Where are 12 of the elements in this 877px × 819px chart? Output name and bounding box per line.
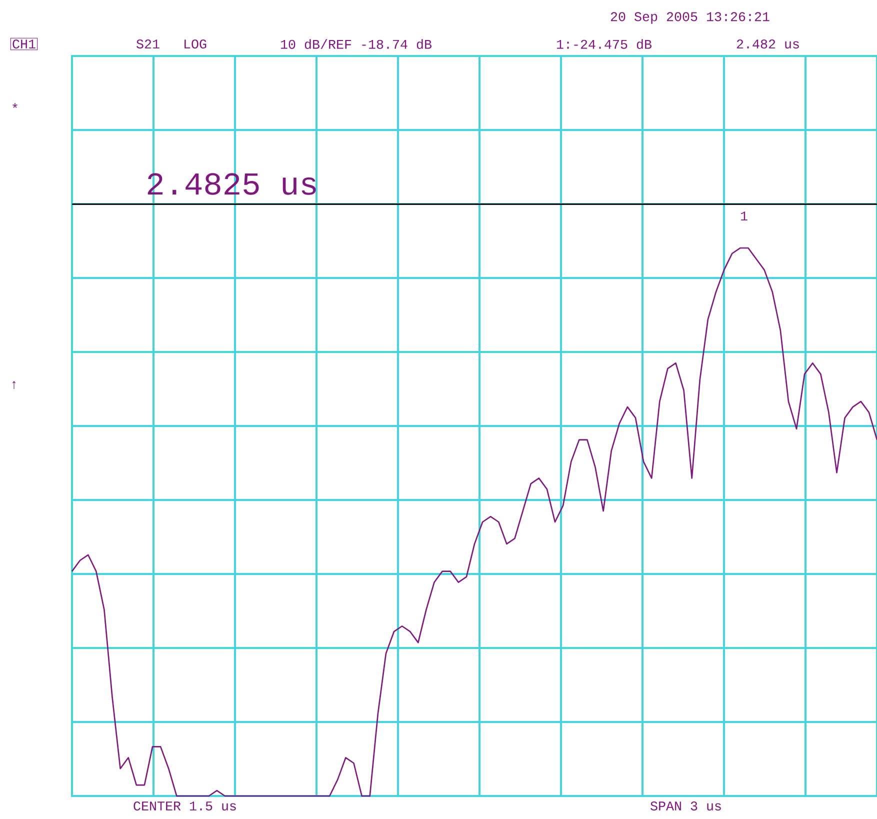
text: CH1 [12,39,36,49]
text: LOG [184,39,206,49]
text: SPAN 3 us [650,801,721,811]
text: 1:-24.475 dB [556,39,652,49]
text: 2.482 us [736,39,799,49]
text: 20 Sep 2005 13:26:21 [610,12,770,24]
text: S21 [136,39,160,49]
text: 1 [740,212,748,220]
text: * [12,103,18,108]
text: ↑ [12,381,16,389]
text: CENTER 1.5 us [134,801,236,811]
text: 10 dB/REF -18.74 dB [280,39,432,49]
